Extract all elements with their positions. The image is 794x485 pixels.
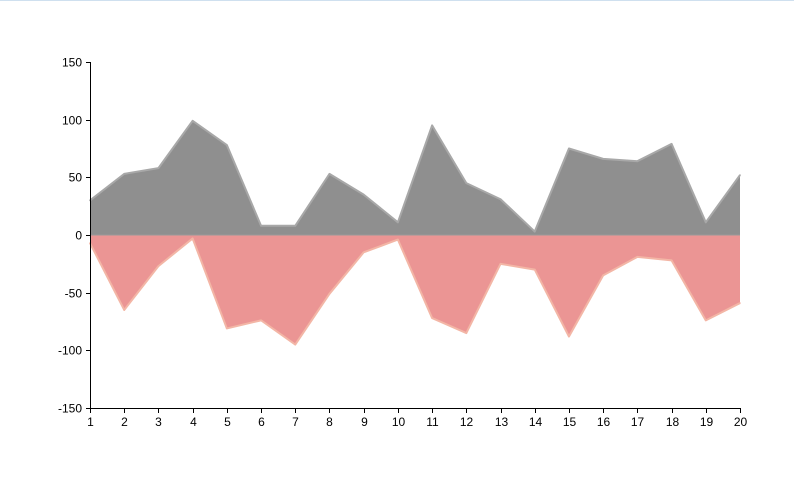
- x-tick-label: 17: [631, 415, 645, 429]
- series-2-point-13: [499, 263, 502, 265]
- series-2-point-8: [328, 293, 331, 295]
- series-2-point-4: [191, 237, 194, 240]
- series-2-point-18: [670, 259, 673, 262]
- series-layer: [89, 119, 741, 346]
- y-tick-label: -50: [65, 287, 83, 301]
- series-2-point-11: [431, 317, 433, 319]
- x-tick-label: 18: [666, 415, 680, 429]
- series-2-line: [89, 237, 741, 346]
- series-2-area: [90, 235, 740, 345]
- x-tick-label: 3: [155, 415, 162, 429]
- series-2-point-14: [533, 268, 536, 271]
- series-1-point-14: [533, 230, 536, 233]
- series-2-point-17: [636, 256, 639, 258]
- x-tick-label: 8: [326, 415, 333, 429]
- series-2-point-20: [739, 302, 741, 304]
- series-1-point-12: [465, 182, 468, 184]
- x-tick-label: 16: [597, 415, 611, 429]
- series-1-point-15: [568, 147, 570, 150]
- x-tick-label: 12: [460, 415, 474, 429]
- series-1-point-7: [294, 224, 297, 227]
- series-2-point-3: [157, 265, 160, 267]
- series-1-point-10: [397, 221, 399, 224]
- series-1-point-3: [157, 167, 160, 169]
- x-tick-label: 20: [734, 415, 748, 429]
- series-2-point-19: [704, 319, 707, 322]
- series-1-point-19: [704, 221, 707, 224]
- y-tick-label: 0: [75, 229, 82, 243]
- x-tick-label: 19: [700, 415, 714, 429]
- series-2-point-15: [568, 335, 570, 338]
- y-tick-label: 150: [62, 56, 82, 70]
- series-1-point-5: [226, 144, 228, 146]
- y-tick-label: 50: [69, 171, 83, 185]
- series-2-point-12: [465, 332, 468, 334]
- series-1-point-20: [739, 174, 741, 176]
- series-1-line: [89, 119, 741, 233]
- series-2-point-5: [226, 327, 228, 330]
- y-tick-label: -150: [58, 402, 82, 416]
- series-2-point-6: [260, 319, 262, 322]
- x-tick-label: 7: [292, 415, 299, 429]
- x-tick-label: 5: [224, 415, 231, 429]
- x-tick-label: 9: [361, 415, 368, 429]
- y-tick-label: -100: [58, 344, 82, 358]
- series-1-point-11: [431, 124, 433, 127]
- x-tick-label: 4: [190, 415, 197, 429]
- y-tick-label: 100: [62, 114, 82, 128]
- series-1-point-9: [362, 193, 365, 196]
- series-1-area: [90, 120, 740, 235]
- series-2-point-10: [397, 238, 399, 241]
- series-1-point-2: [123, 173, 126, 175]
- series-1-point-13: [499, 198, 502, 201]
- series-1-point-6: [260, 224, 262, 227]
- series-1-point-18: [670, 143, 673, 145]
- x-tick-label: 10: [392, 415, 406, 429]
- x-tick-label: 2: [121, 415, 128, 429]
- x-tick-label: 15: [563, 415, 577, 429]
- x-tick-label: 14: [529, 415, 543, 429]
- x-tick-label: 6: [258, 415, 265, 429]
- series-1-point-17: [636, 160, 639, 162]
- x-tick-label: 1: [87, 415, 94, 429]
- x-tick-label: 13: [495, 415, 509, 429]
- series-2-point-16: [602, 274, 604, 277]
- series-2-point-7: [294, 343, 297, 346]
- x-tick-label: 11: [426, 415, 439, 429]
- series-2-point-9: [362, 251, 365, 254]
- series-2-point-2: [123, 309, 126, 311]
- series-1-point-16: [602, 158, 604, 160]
- series-1-point-8: [328, 173, 331, 175]
- series-1-point-4: [191, 120, 194, 122]
